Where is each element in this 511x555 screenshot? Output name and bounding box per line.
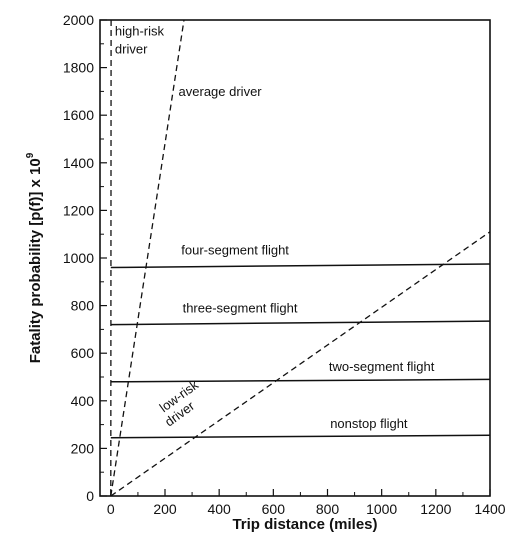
annotation-label: driver <box>115 41 148 56</box>
x-tick-label: 1000 <box>366 501 397 517</box>
series-line-four-segment-flight <box>111 264 490 268</box>
x-tick-label: 400 <box>207 501 231 517</box>
annotation-label: average driver <box>179 84 263 99</box>
annotation-layer: high-risk driver average driver four-segmen… <box>115 23 435 431</box>
y-axis-title-superscript: 9 <box>25 152 36 158</box>
annotation-label: two-segment flight <box>329 359 435 374</box>
y-tick-label: 1600 <box>63 107 94 123</box>
y-tick-label: 600 <box>71 345 95 361</box>
x-tick-label: 1200 <box>420 501 451 517</box>
x-tick-label: 0 <box>107 501 115 517</box>
y-axis-title-main: Fatality probability [p(f)] x 10 <box>27 158 44 363</box>
x-axis-title: Trip distance (miles) <box>232 516 377 533</box>
y-axis-title: Fatality probability [p(f)] x 109 <box>25 152 44 363</box>
x-tick-label: 800 <box>316 501 340 517</box>
y-tick-label: 1800 <box>63 60 94 76</box>
y-tick-label: 2000 <box>63 12 94 28</box>
y-tick-label: 1000 <box>63 250 94 266</box>
x-tick-label: 1400 <box>474 501 505 517</box>
plot-border <box>100 20 490 496</box>
annotation-label: high-risk <box>115 23 165 38</box>
annotation-label: four-segment flight <box>181 242 289 257</box>
series-line-nonstop-flight <box>111 435 490 437</box>
series-line-two-segment-flight <box>111 379 490 381</box>
x-tick-label: 600 <box>262 501 286 517</box>
y-tick-label: 200 <box>71 440 95 456</box>
y-tick-label: 400 <box>71 393 95 409</box>
annotation-label: three-segment flight <box>183 301 298 316</box>
annotation-label: nonstop flight <box>330 416 408 431</box>
plot-frame <box>100 20 490 496</box>
y-tick-label: 0 <box>86 488 94 504</box>
x-tick-label: 200 <box>153 501 177 517</box>
series-line-three-segment-flight <box>111 321 490 325</box>
y-tick-label: 800 <box>71 298 95 314</box>
y-tick-label: 1200 <box>63 202 94 218</box>
y-tick-label: 1400 <box>63 155 94 171</box>
